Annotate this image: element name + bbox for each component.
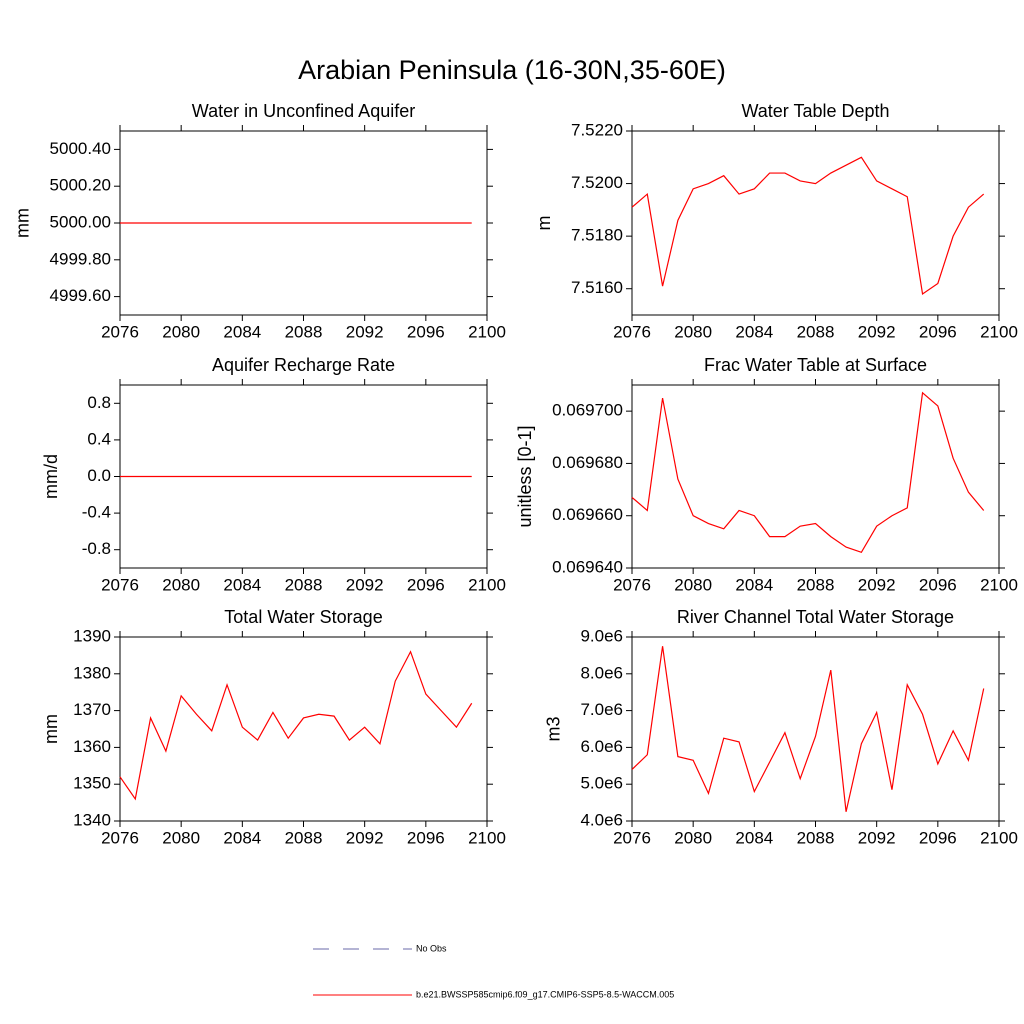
- x-tick-label: 2084: [223, 575, 261, 594]
- data-line: [631, 391, 985, 554]
- y-tick-label: 1340: [73, 810, 111, 829]
- y-tick-label: 7.5220: [571, 120, 623, 139]
- x-tick-label: 2076: [613, 828, 651, 847]
- x-tick-label: 2076: [613, 322, 651, 341]
- x-tick-label: 2076: [613, 575, 651, 594]
- y-tick-label: -0.8: [82, 539, 111, 558]
- x-tick-label: 2096: [407, 322, 445, 341]
- data-line: [119, 650, 473, 801]
- x-tick-label: 2088: [797, 322, 835, 341]
- panel-title: Water in Unconfined Aquifer: [192, 101, 415, 121]
- panel-title: Aquifer Recharge Rate: [212, 355, 395, 375]
- plot-frame: [631, 384, 1000, 569]
- x-tick-label: 2092: [858, 322, 896, 341]
- x-tick-label: 2084: [223, 322, 261, 341]
- y-tick-label: 7.5160: [571, 278, 623, 297]
- x-tick-label: 2080: [162, 575, 200, 594]
- x-tick-label: 2084: [735, 828, 773, 847]
- x-tick-label: 2096: [919, 322, 957, 341]
- x-tick-label: 2076: [101, 322, 139, 341]
- x-tick-label: 2092: [346, 828, 384, 847]
- y-axis-label: m3: [543, 716, 563, 741]
- y-tick-label: 1350: [73, 774, 111, 793]
- legend-label: b.e21.BWSSP585cmip6.f09_g17.CMIP6-SSP5-8…: [416, 989, 674, 999]
- y-axis-label: mm: [41, 714, 61, 744]
- x-tick-label: 2092: [346, 575, 384, 594]
- y-tick-label: 1360: [73, 737, 111, 756]
- y-tick-label: 0.0: [87, 466, 111, 485]
- plot-frame: [631, 130, 1000, 316]
- x-tick-label: 2100: [980, 322, 1018, 341]
- y-tick-label: 9.0e6: [580, 626, 623, 645]
- x-tick-label: 2088: [797, 575, 835, 594]
- x-tick-label: 2092: [858, 575, 896, 594]
- y-tick-label: 5000.40: [50, 139, 111, 158]
- y-tick-label: 5000.20: [50, 176, 111, 195]
- x-tick-label: 2084: [735, 322, 773, 341]
- x-tick-label: 2100: [468, 575, 506, 594]
- y-tick-label: 0.069700: [552, 401, 623, 420]
- y-tick-label: 4999.60: [50, 286, 111, 305]
- y-tick-label: 0.4: [87, 429, 111, 448]
- x-tick-label: 2080: [162, 828, 200, 847]
- x-tick-label: 2084: [735, 575, 773, 594]
- x-tick-label: 2080: [674, 828, 712, 847]
- y-tick-label: 5.0e6: [580, 774, 623, 793]
- x-tick-label: 2100: [980, 828, 1018, 847]
- panel-title: Total Water Storage: [224, 607, 382, 627]
- x-tick-label: 2088: [797, 828, 835, 847]
- panel-title: Frac Water Table at Surface: [704, 355, 927, 375]
- y-tick-label: 5000.00: [50, 212, 111, 231]
- y-tick-label: 7.5180: [571, 226, 623, 245]
- y-tick-label: 1370: [73, 700, 111, 719]
- y-tick-label: -0.4: [82, 503, 111, 522]
- data-line: [631, 646, 985, 812]
- x-tick-label: 2096: [407, 828, 445, 847]
- y-tick-label: 8.0e6: [580, 663, 623, 682]
- y-axis-label: mm/d: [41, 454, 61, 499]
- x-tick-label: 2096: [919, 575, 957, 594]
- plot-frame: [631, 636, 1000, 822]
- x-tick-label: 2092: [346, 322, 384, 341]
- y-tick-label: 4999.80: [50, 249, 111, 268]
- x-tick-label: 2080: [674, 575, 712, 594]
- y-axis-label: m: [534, 216, 554, 231]
- data-line: [631, 156, 985, 296]
- x-tick-label: 2080: [162, 322, 200, 341]
- x-tick-label: 2088: [285, 828, 323, 847]
- y-tick-label: 0.8: [87, 393, 111, 412]
- x-tick-label: 2100: [468, 322, 506, 341]
- figure-title: Arabian Peninsula (16-30N,35-60E): [298, 55, 726, 85]
- x-tick-label: 2088: [285, 575, 323, 594]
- x-tick-label: 2096: [919, 828, 957, 847]
- x-tick-label: 2088: [285, 322, 323, 341]
- y-tick-label: 4.0e6: [580, 810, 623, 829]
- y-tick-label: 0.069640: [552, 557, 623, 576]
- panel-title: Water Table Depth: [741, 101, 889, 121]
- y-tick-label: 7.5200: [571, 173, 623, 192]
- x-tick-label: 2084: [223, 828, 261, 847]
- x-tick-label: 2080: [674, 322, 712, 341]
- plot-frame: [119, 636, 488, 822]
- legend-label: No Obs: [416, 943, 447, 953]
- y-tick-label: 0.069660: [552, 505, 623, 524]
- y-tick-label: 1390: [73, 626, 111, 645]
- x-tick-label: 2100: [468, 828, 506, 847]
- x-tick-label: 2100: [980, 575, 1018, 594]
- panel-title: River Channel Total Water Storage: [677, 607, 954, 627]
- y-axis-label: unitless [0-1]: [515, 425, 535, 527]
- x-tick-label: 2096: [407, 575, 445, 594]
- y-tick-label: 1380: [73, 663, 111, 682]
- y-tick-label: 6.0e6: [580, 737, 623, 756]
- x-tick-label: 2076: [101, 828, 139, 847]
- y-tick-label: 7.0e6: [580, 700, 623, 719]
- y-tick-label: 0.069680: [552, 453, 623, 472]
- x-tick-label: 2076: [101, 575, 139, 594]
- x-tick-label: 2092: [858, 828, 896, 847]
- y-axis-label: mm: [12, 208, 32, 238]
